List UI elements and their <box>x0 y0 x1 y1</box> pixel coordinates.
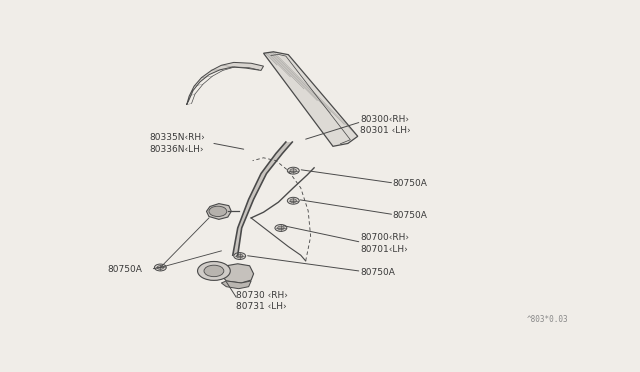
Circle shape <box>290 199 296 203</box>
Text: 80335N‹RH›
80336N‹LH›: 80335N‹RH› 80336N‹LH› <box>150 133 205 154</box>
Circle shape <box>287 167 300 174</box>
Polygon shape <box>264 52 358 146</box>
Circle shape <box>198 262 230 280</box>
Text: ^803*0.03: ^803*0.03 <box>527 315 568 324</box>
Circle shape <box>287 197 300 204</box>
Text: 80750A: 80750A <box>108 265 142 274</box>
Circle shape <box>234 253 246 260</box>
Text: 80750A: 80750A <box>392 179 428 188</box>
Text: 80730 ‹RH›
80731 ‹LH›: 80730 ‹RH› 80731 ‹LH› <box>236 291 288 311</box>
Polygon shape <box>207 203 231 219</box>
Circle shape <box>154 264 166 271</box>
Circle shape <box>290 169 296 173</box>
Text: 80750A: 80750A <box>392 211 428 219</box>
Polygon shape <box>187 62 264 105</box>
Text: 80300‹RH›
80301 ‹LH›: 80300‹RH› 80301 ‹LH› <box>360 115 411 135</box>
Polygon shape <box>221 281 251 289</box>
Polygon shape <box>221 264 253 283</box>
Polygon shape <box>233 142 292 255</box>
Circle shape <box>204 265 224 277</box>
Circle shape <box>275 225 287 231</box>
Text: 80700‹RH›
80701‹LH›: 80700‹RH› 80701‹LH› <box>360 234 409 254</box>
Circle shape <box>236 254 243 258</box>
Circle shape <box>157 266 164 269</box>
Circle shape <box>209 206 227 217</box>
Circle shape <box>278 226 284 230</box>
Text: 80750A: 80750A <box>360 268 395 277</box>
